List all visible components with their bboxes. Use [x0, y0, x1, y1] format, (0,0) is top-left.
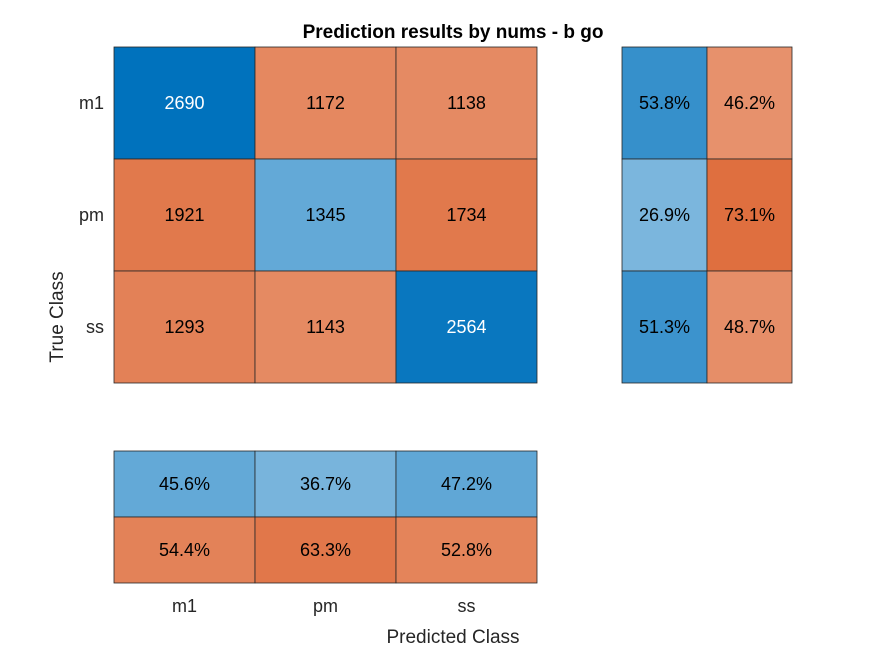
matrix-cell	[254, 46, 397, 160]
matrix-cell	[113, 270, 256, 384]
matrix-cell-value: 1138	[447, 93, 486, 113]
matrix-cell-value: 1293	[164, 317, 204, 337]
column-summary-cell	[113, 450, 256, 518]
row-summary-cell	[706, 46, 793, 160]
y-axis-label: True Class	[47, 271, 68, 362]
column-summary: 45.6% 36.7% 47.2% 54.4% 63.3% 52.8%	[113, 450, 538, 584]
matrix-cell	[395, 270, 538, 384]
x-tick-labels: m1 pm ss	[172, 596, 476, 616]
row-summary-value: 53.8%	[639, 93, 690, 113]
matrix-cell-value: 1734	[446, 205, 486, 225]
row-summary-value: 51.3%	[639, 317, 690, 337]
matrix-cell	[395, 46, 538, 160]
row-summary-value: 73.1%	[724, 205, 775, 225]
row-summary-value: 26.9%	[639, 205, 690, 225]
column-summary-value: 63.3%	[300, 540, 351, 560]
chart-title: Prediction results by nums - b go	[303, 22, 604, 43]
y-tick-label: pm	[79, 205, 104, 225]
x-tick-label: m1	[172, 596, 197, 616]
column-summary-value: 47.2%	[441, 474, 492, 494]
column-summary-cell	[113, 516, 256, 584]
row-summary-cell	[621, 158, 708, 272]
matrix-cell	[395, 158, 538, 272]
matrix-cell-value: 2690	[164, 93, 204, 113]
column-summary-value: 36.7%	[300, 474, 351, 494]
row-summary-cell	[621, 270, 708, 384]
row-summary-cell	[706, 158, 793, 272]
row-summary-value: 48.7%	[724, 317, 775, 337]
matrix-cell	[254, 270, 397, 384]
y-tick-label: m1	[79, 93, 104, 113]
row-summary-value: 46.2%	[724, 93, 775, 113]
column-summary-value: 52.8%	[441, 540, 492, 560]
matrix-cell-value: 1921	[164, 205, 204, 225]
x-tick-label: pm	[313, 596, 338, 616]
x-tick-label: ss	[458, 596, 476, 616]
column-summary-value: 54.4%	[159, 540, 210, 560]
matrix-cell	[113, 46, 256, 160]
x-axis-label: Predicted Class	[386, 627, 519, 648]
y-tick-labels: m1 pm ss	[79, 93, 104, 337]
matrix-cell-value: 1143	[306, 317, 345, 337]
column-summary-value: 45.6%	[159, 474, 210, 494]
row-summary-cell	[621, 46, 708, 160]
matrix-cell-value: 1345	[305, 205, 345, 225]
matrix-cell	[254, 158, 397, 272]
y-tick-label: ss	[86, 317, 104, 337]
column-summary-cell	[254, 450, 397, 518]
matrix-cell-value: 2564	[446, 317, 486, 337]
matrix-cell	[113, 158, 256, 272]
row-summary-cell	[706, 270, 793, 384]
matrix-cell-value: 1172	[306, 93, 345, 113]
confusion-matrix: 2690 1172 1138 1921 1345 1734 1293 1143 2564	[113, 46, 538, 384]
column-summary-cell	[254, 516, 397, 584]
column-summary-cell	[395, 450, 538, 518]
row-summary: 53.8% 46.2% 26.9% 73.1% 51.3% 48.7%	[621, 46, 793, 384]
column-summary-cell	[395, 516, 538, 584]
